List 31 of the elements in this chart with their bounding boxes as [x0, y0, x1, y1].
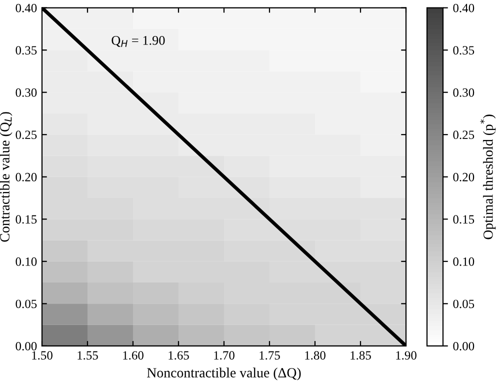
- y-tick-label: 0.40: [16, 4, 37, 12]
- x-tick-label: 1.90: [396, 351, 416, 360]
- x-tick-label: 1.75: [260, 351, 280, 360]
- color-bar-title: Optimal threshold (p$^{*}$): [480, 114, 496, 240]
- y-tick-label: 0.10: [16, 257, 37, 266]
- color-bar-label: 0.15: [453, 215, 474, 224]
- color-bar-label: 0.10: [453, 257, 474, 266]
- annotation: Q$_{H}$ = 1.90: [112, 36, 165, 47]
- x-tick-label: 1.70: [214, 351, 234, 360]
- y-tick-label: 0.20: [16, 172, 37, 182]
- x-tick-label: 1.50: [32, 351, 52, 360]
- color-bar-label: 0.05: [453, 300, 474, 308]
- color-bar-label: 0.35: [453, 46, 474, 55]
- y-tick-label: 0.05: [16, 300, 37, 308]
- color-bar-label: 0.30: [453, 88, 474, 97]
- color-bar-label: 0.20: [453, 172, 474, 182]
- color-bar-label: 0.40: [453, 4, 474, 12]
- x-axis-title: Noncontractible value (ΔQ): [147, 368, 301, 380]
- y-tick-label: 0.00: [16, 342, 37, 350]
- x-tick-label: 1.80: [305, 351, 326, 360]
- color-bar-label: 0.00: [453, 342, 474, 350]
- y-tick-label: 0.25: [16, 130, 37, 140]
- y-tick-label: 0.30: [16, 88, 37, 97]
- x-tick-label: 1.60: [123, 351, 144, 360]
- x-tick-label: 1.55: [78, 351, 98, 360]
- y-tick-label: 0.15: [16, 215, 37, 224]
- y-axis-title: Contractible value (Q$_{L}$): [0, 112, 12, 242]
- x-tick-label: 1.65: [168, 351, 189, 360]
- y-tick-label: 0.35: [16, 46, 37, 55]
- color-bar-label: 0.25: [453, 130, 474, 140]
- x-tick-label: 1.85: [350, 351, 371, 360]
